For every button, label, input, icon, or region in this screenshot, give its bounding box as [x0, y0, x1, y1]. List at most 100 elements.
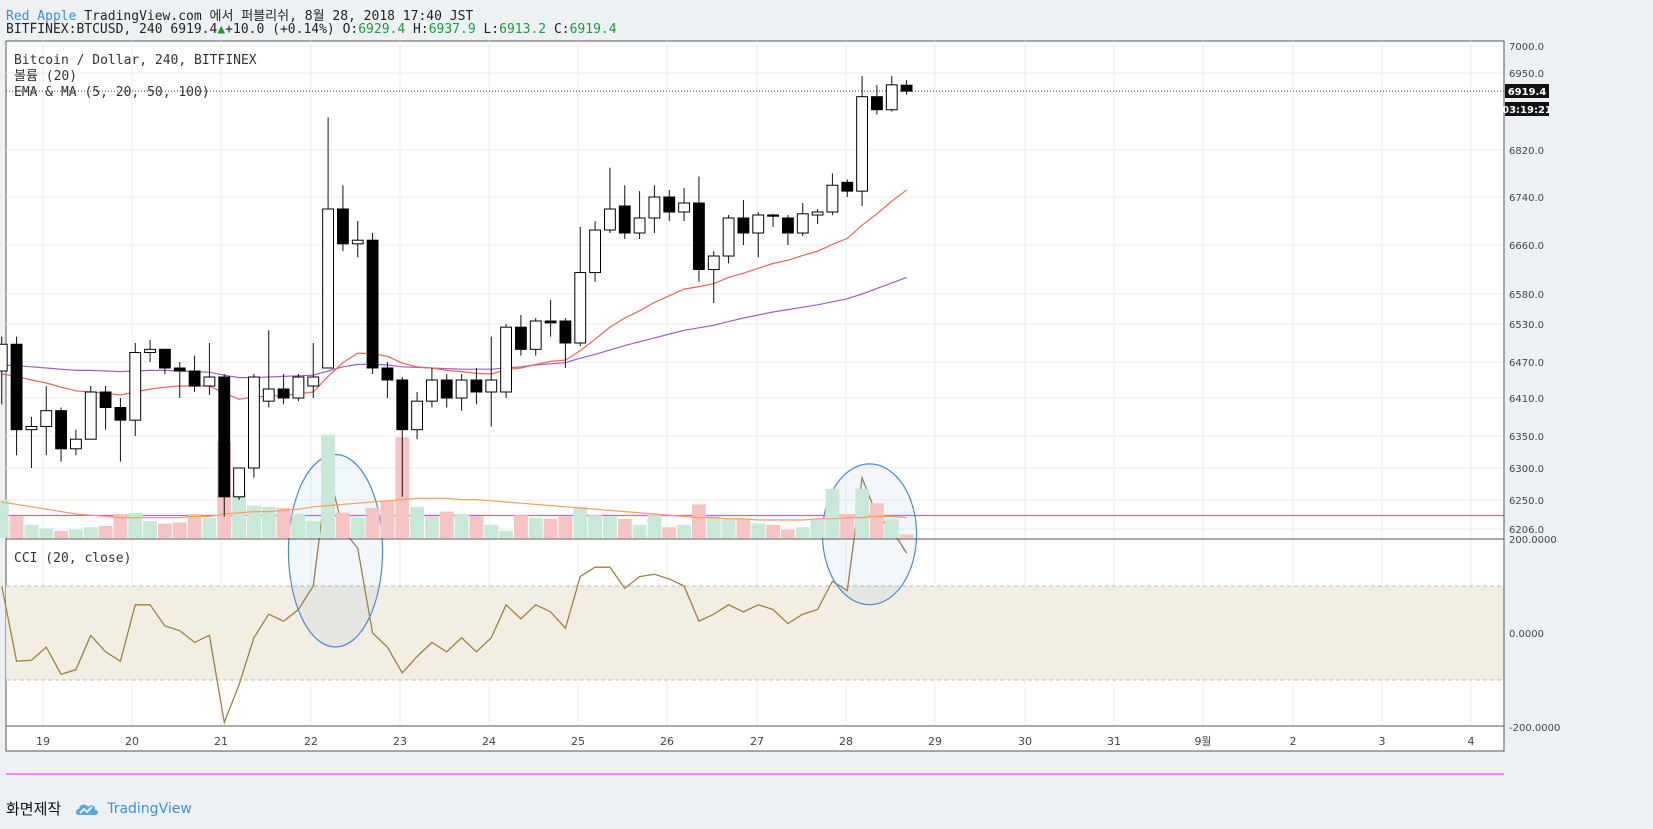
cci-line [1, 468, 908, 725]
author-link[interactable]: Red_Apple [6, 9, 77, 24]
legend-title: Bitcoin / Dollar, 240, BITFINEX [14, 53, 257, 68]
candle [648, 185, 661, 233]
volume-bar [172, 522, 187, 538]
legend-cci[interactable]: CCI (20, close) [14, 551, 131, 566]
volume-bar [588, 515, 602, 538]
candle [129, 343, 142, 436]
low-value: 6913.2 [499, 22, 547, 37]
price-tick-label: 6820.0 [1509, 146, 1544, 157]
candle [811, 209, 824, 224]
time-tick-label: 27 [750, 735, 764, 748]
price-tick-label: 6660.0 [1509, 241, 1544, 252]
candle [767, 213, 780, 227]
time-badge-text: 03:19:21 [1502, 105, 1552, 116]
last-price: 6919.4 [170, 22, 218, 37]
high-label: H: [413, 22, 429, 37]
time-tick-label: 20 [125, 735, 139, 748]
candle [188, 355, 201, 392]
candle [693, 176, 705, 282]
candle-body [144, 348, 157, 354]
time-tick-label: 24 [482, 735, 496, 748]
candle-body [248, 376, 260, 469]
candle [55, 407, 68, 462]
candle [0, 336, 8, 405]
candle [248, 374, 260, 478]
time-tick-label: 25 [571, 735, 585, 748]
candle [752, 212, 765, 258]
volume-bar [528, 517, 543, 538]
candle [707, 251, 720, 303]
candle [737, 200, 750, 245]
candle [604, 167, 616, 233]
volume-bar [632, 524, 647, 538]
legend-volume[interactable]: 볼륨 (20) [14, 69, 77, 84]
price-badge-text: 6919.4 [1508, 87, 1547, 98]
tradingview-brand[interactable]: TradingView [107, 800, 192, 817]
candle-body [900, 84, 913, 92]
candle-body [455, 379, 468, 399]
volume-bar [291, 514, 306, 538]
candle-body [114, 407, 127, 421]
volume-bar [454, 514, 469, 538]
time-tick-label: 23 [393, 735, 407, 748]
publish-info: TradingView.com 에서 퍼블리쉬, 8월 28, 2018 17:… [84, 9, 474, 24]
time-tick-label: 28 [839, 735, 853, 748]
candle-body [366, 239, 379, 369]
volume-bar [603, 516, 617, 538]
candle [114, 398, 127, 462]
candle [455, 374, 468, 411]
price-tick-label: 6740.0 [1509, 193, 1544, 204]
time-tick-label: 2 [1290, 735, 1297, 748]
candle [40, 386, 53, 456]
volume-bar [187, 514, 202, 538]
candle-body [515, 326, 527, 350]
candle [233, 467, 246, 500]
volume-bar [24, 524, 39, 538]
candle-body [292, 376, 305, 399]
price-tick-label: 6470.0 [1509, 358, 1544, 369]
candle-body [173, 367, 186, 372]
ohlc-header: BITFINEX:BTCUSD, 240 6919.4▲+10.0 (+0.14… [6, 22, 617, 37]
candle [173, 362, 186, 398]
candle [856, 75, 869, 206]
volume-bar [350, 517, 365, 538]
price-badge: 6919.4 [1505, 84, 1549, 98]
legend-ema[interactable]: EMA & MA (5, 20, 50, 100) [14, 85, 210, 100]
candle-body [559, 320, 572, 344]
candle-body [663, 196, 676, 213]
chart-canvas[interactable]: 6206.0 6250.0 6300.0 6350.0 6410.0 6470.0 6530… [0, 40, 1653, 792]
time-badge: 03:19:21 [1502, 102, 1552, 116]
volume-bar [617, 518, 632, 538]
candle-body [678, 202, 691, 213]
candle [841, 179, 854, 197]
candle-body [159, 348, 171, 369]
candle [900, 80, 913, 95]
cci-highlight-1 [287, 453, 384, 648]
candle-body [737, 217, 750, 234]
candle [218, 374, 231, 517]
candle-body [574, 272, 587, 344]
time-tick-label: 30 [1018, 735, 1032, 748]
volume-bar [899, 534, 914, 538]
candle-body [470, 379, 483, 393]
candle [678, 188, 691, 221]
volume-bar [98, 526, 113, 538]
volume-bar [247, 505, 261, 538]
candle-body [0, 343, 8, 372]
axes: 6206.0 6250.0 6300.0 6350.0 6410.0 6470.0 6530… [36, 41, 1560, 751]
candle-body [796, 213, 809, 234]
volume-bar [469, 516, 484, 538]
candle-body [648, 196, 661, 219]
time-tick-label: 22 [304, 735, 318, 748]
volume-bar [810, 518, 825, 538]
candle [277, 374, 290, 405]
candle-body [351, 239, 364, 245]
candle-body [871, 96, 883, 111]
candle [722, 215, 735, 264]
volume-bar [677, 524, 691, 538]
candle [70, 429, 82, 456]
volume-bar [692, 504, 706, 538]
candle-body [262, 388, 275, 402]
candle [84, 386, 97, 440]
candle [411, 392, 423, 440]
